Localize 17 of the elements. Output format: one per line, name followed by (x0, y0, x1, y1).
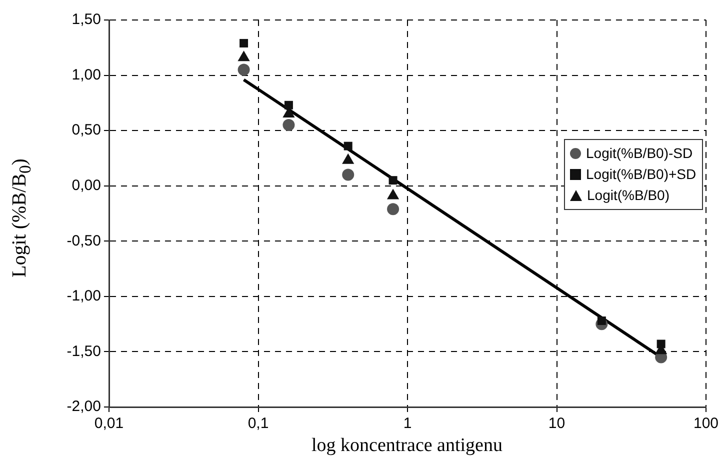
x-tick-label: 0,1 (248, 415, 269, 432)
y-tick-label: 1,00 (72, 66, 101, 84)
x-tick-label: 0,01 (94, 415, 124, 432)
y-tick-label: 1,50 (72, 11, 101, 28)
x-axis-title: log koncentrace antigenu (312, 435, 502, 457)
y-tick-label: -0,50 (66, 232, 101, 250)
y-tick-label: -1,50 (66, 342, 101, 360)
y-tick-label: 0,50 (72, 122, 101, 139)
y-tick-label: -2,00 (66, 398, 101, 416)
x-tick-label: 100 (693, 415, 719, 432)
legend-label: Logit(%B/B0)+SD (586, 165, 696, 184)
legend-label: Logit(%B/B0) (587, 186, 670, 206)
x-tick-label: 1 (403, 415, 412, 432)
y-tick-label: 0,00 (72, 177, 101, 194)
y-tick-label: -1,00 (66, 288, 101, 305)
legend-label: Logit(%B/B0)-SD (586, 144, 693, 164)
x-tick-label: 10 (548, 415, 566, 432)
